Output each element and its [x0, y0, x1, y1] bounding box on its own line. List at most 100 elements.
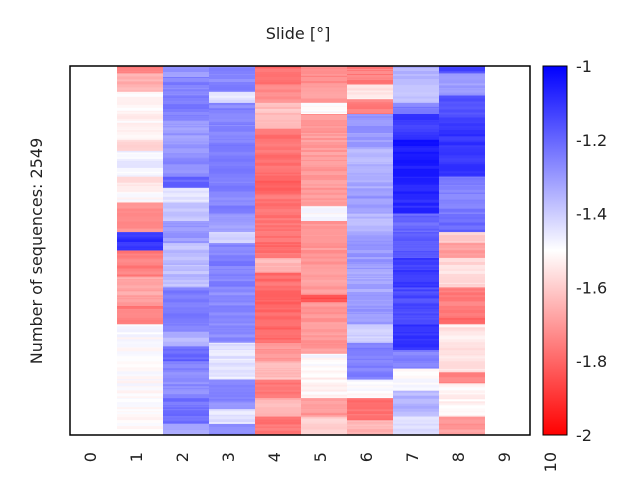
- heatmap-cell-col3-band0: [209, 75, 255, 79]
- heatmap-cell-col8-band3: [439, 131, 485, 135]
- heatmap-cell-col3-band9: [209, 348, 255, 351]
- heatmap-cell-col3-band12: [209, 432, 255, 436]
- heatmap-cell-col4-band3: [255, 149, 301, 153]
- heatmap-cell-col6-band10: [347, 321, 393, 325]
- heatmap-cell-col4-band0: [255, 84, 301, 85]
- heatmap-cell-col4-band3: [255, 154, 301, 158]
- heatmap-cell-col5-band4: [301, 204, 347, 207]
- heatmap-cell-col8-band0: [439, 71, 485, 73]
- heatmap-cell-col6-band12: [347, 350, 393, 354]
- heatmap-cell-col3-band9: [209, 374, 255, 378]
- heatmap-cell-col3-band0: [209, 74, 255, 76]
- heatmap-cell-col6-band4: [347, 158, 393, 160]
- heatmap-cell-col4-band12: [255, 395, 301, 399]
- heatmap-cell-col4-band14: [255, 421, 301, 425]
- heatmap-cell-col3-band6: [209, 234, 255, 238]
- heatmap-cell-col8-band3: [439, 155, 485, 159]
- heatmap-cell-col2-band7: [163, 227, 209, 229]
- heatmap-cell-col7-band11: [393, 365, 439, 368]
- heatmap-cell-col6-band6: [347, 191, 393, 194]
- heatmap-cell-col5-band10: [301, 359, 347, 363]
- heatmap-cell-col8-band6: [439, 237, 485, 239]
- heatmap-cell-col6-band15: [347, 429, 393, 433]
- heatmap-cell-col8-band2: [439, 117, 485, 120]
- heatmap-cell-col5-band11: [301, 368, 347, 370]
- heatmap-cell-col4-band14: [255, 424, 301, 427]
- heatmap-cell-col4-band5: [255, 209, 301, 213]
- heatmap-cell-col7-band6: [393, 221, 439, 223]
- heatmap-cell-col3-band6: [209, 237, 255, 240]
- heatmap-cell-col4-band12: [255, 386, 301, 388]
- heatmap-cell-col6-band5: [347, 173, 393, 175]
- heatmap-cell-col2-band9: [163, 316, 209, 319]
- heatmap-cell-col1-band5: [117, 186, 163, 189]
- heatmap-cell-col6-band3: [347, 118, 393, 121]
- heatmap-cell-col2-band10: [163, 331, 209, 334]
- heatmap-cell-col5-band10: [301, 353, 347, 356]
- heatmap-cell-col2-band1: [163, 78, 209, 82]
- heatmap-cell-col6-band7: [347, 229, 393, 231]
- colorbar-tick-labels: -1-1.2-1.4-1.6-1.8-2: [576, 57, 607, 445]
- heatmap-cell-col6-band8: [347, 236, 393, 240]
- heatmap-cell-col7-band8: [393, 259, 439, 263]
- heatmap-cell-col8-band14: [439, 432, 485, 434]
- heatmap-cell-col4-band3: [255, 165, 301, 169]
- x-tick-label-4: 4: [265, 452, 284, 462]
- heatmap-cell-col1-band3: [117, 147, 163, 151]
- heatmap-cell-col7-band7: [393, 252, 439, 254]
- heatmap-cell-col5-band7: [301, 278, 347, 280]
- heatmap-cell-col3-band6: [209, 232, 255, 234]
- heatmap-cell-col2-band1: [163, 89, 209, 92]
- x-tick-label-0: 0: [81, 452, 100, 462]
- heatmap-cell-col6-band8: [347, 232, 393, 236]
- heatmap-cell-col4-band4: [255, 193, 301, 196]
- heatmap-cell-col7-band8: [393, 274, 439, 279]
- heatmap-cell-col7-band14: [393, 423, 439, 426]
- heatmap-cell-col2-band9: [163, 323, 209, 325]
- heatmap-cell-col1-band3: [117, 141, 163, 146]
- heatmap-cell-col7-band11: [393, 361, 439, 364]
- heatmap-cell-col5-band11: [301, 377, 347, 380]
- heatmap-cell-col7-band5: [393, 176, 439, 178]
- heatmap-cell-col3-band11: [209, 415, 255, 417]
- heatmap-cell-col7-band6: [393, 230, 439, 232]
- heatmap-cell-col4-band11: [255, 371, 301, 373]
- heatmap-cell-col4-band9: [255, 320, 301, 324]
- heatmap-cell-col1-band12: [117, 358, 163, 362]
- heatmap-cell-col1-band1: [117, 81, 163, 85]
- heatmap-cell-col6-band14: [347, 411, 393, 415]
- heatmap-cell-col8-band9: [439, 292, 485, 296]
- heatmap-cell-col3-band10: [209, 401, 255, 403]
- heatmap-cell-col4-band2: [255, 104, 301, 108]
- heatmap-cell-col8-band2: [439, 103, 485, 107]
- heatmap-cell-col4-band10: [255, 358, 301, 362]
- heatmap-cell-col1-band12: [117, 347, 163, 349]
- heatmap-cell-col5-band7: [301, 255, 347, 257]
- heatmap-cell-col5-band3: [301, 172, 347, 174]
- heatmap-cell-col6-band11: [347, 327, 393, 330]
- heatmap-cell-col3-band7: [209, 276, 255, 280]
- heatmap-cell-col5-band11: [301, 373, 347, 375]
- heatmap-cell-col7-band7: [393, 255, 439, 258]
- heatmap-cell-col2-band9: [163, 296, 209, 299]
- heatmap-cell-col8-band4: [439, 176, 485, 178]
- heatmap-cell-col7-band9: [393, 307, 439, 310]
- heatmap-cell-col4-band14: [255, 420, 301, 422]
- heatmap-cell-col7-band0: [393, 74, 439, 77]
- heatmap-cell-col3-band3: [209, 176, 255, 178]
- heatmap-cell-col1-band13: [117, 420, 163, 424]
- heatmap-cell-col8-band10: [439, 322, 485, 325]
- heatmap-cell-col1-band9: [117, 250, 163, 254]
- heatmap-cell-col1-band12: [117, 367, 163, 370]
- heatmap-cell-col3-band8: [209, 295, 255, 297]
- heatmap-cell-col7-band5: [393, 187, 439, 191]
- heatmap-cell-col6-band1: [347, 90, 393, 93]
- heatmap-cell-col3-band2: [209, 120, 255, 123]
- heatmap-cell-col6-band10: [347, 307, 393, 310]
- heatmap-cell-col5-band11: [301, 379, 347, 383]
- heatmap-cell-col2-band8: [163, 257, 209, 261]
- heatmap-cell-col5-band12: [301, 409, 347, 413]
- heatmap-cell-col6-band12: [347, 355, 393, 360]
- heatmap-cell-col1-band4: [117, 161, 163, 166]
- heatmap-cell-col8-band8: [439, 258, 485, 262]
